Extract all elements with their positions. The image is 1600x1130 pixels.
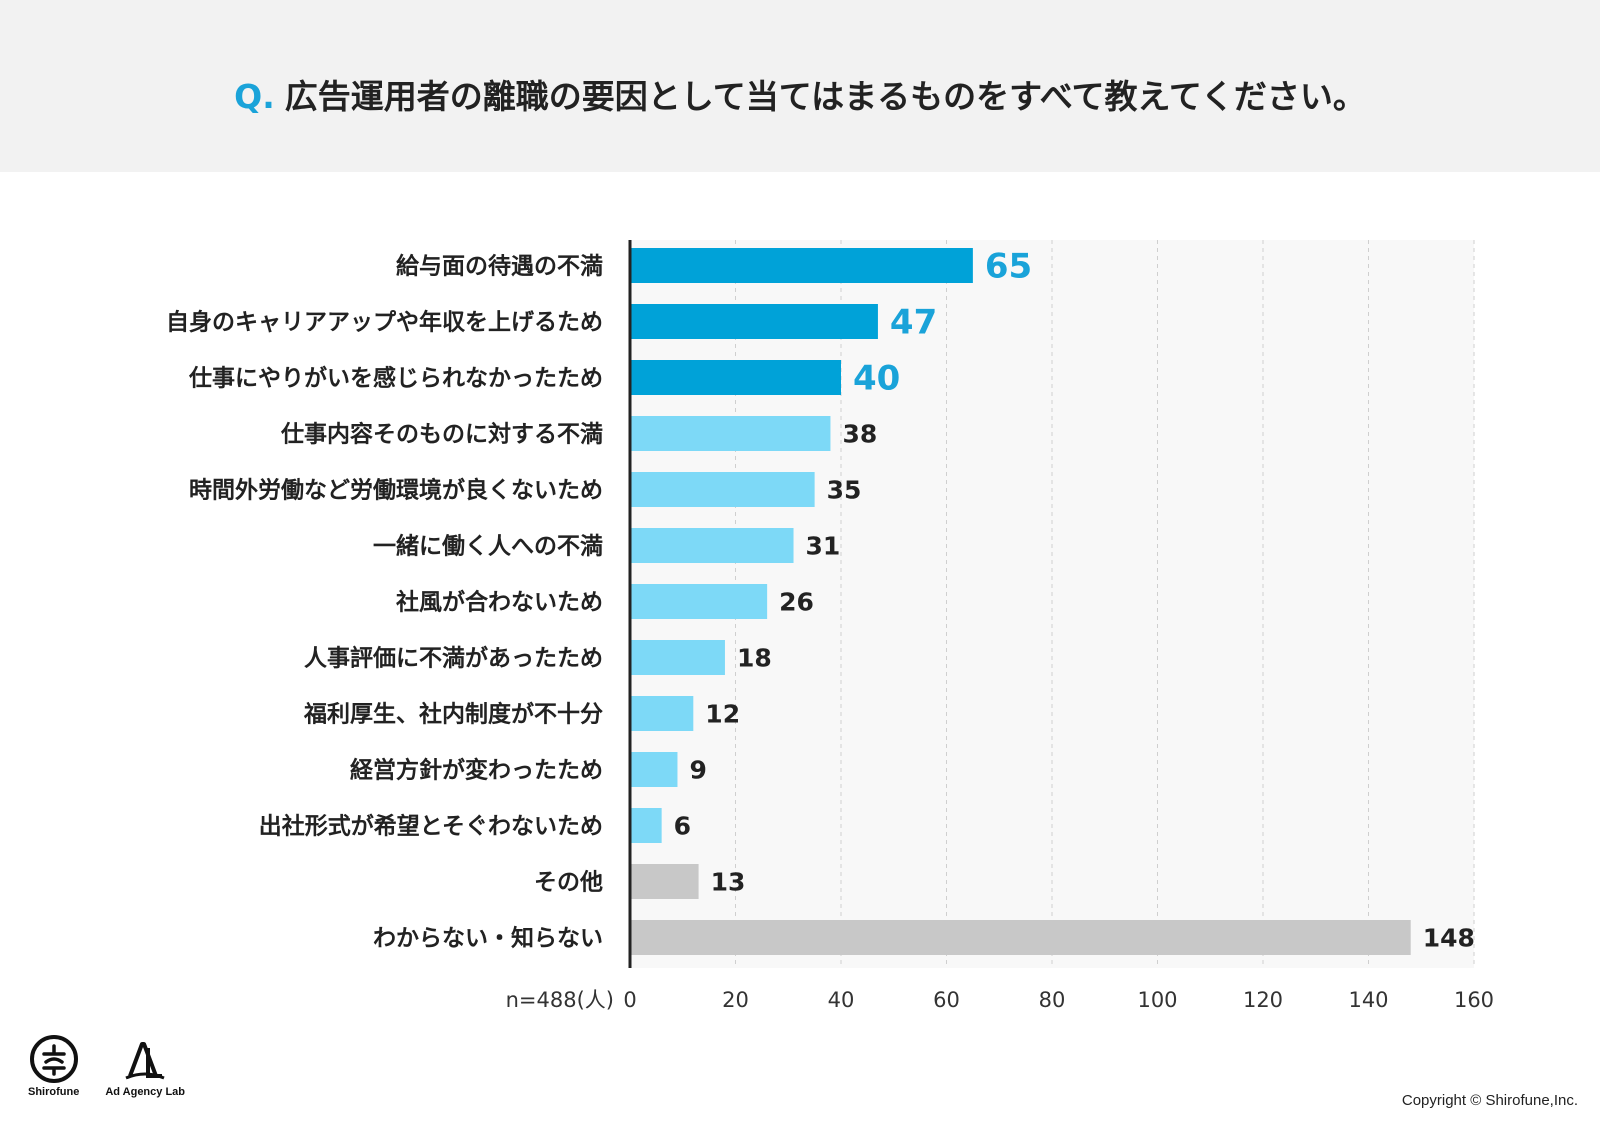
question-title: Q. 広告運用者の離職の要因として当てはまるものをすべて教えてください。: [0, 70, 1600, 118]
value-label: 35: [827, 476, 862, 505]
value-label: 31: [806, 532, 841, 561]
x-tick-label: 0: [623, 988, 636, 1012]
value-label: 38: [842, 420, 877, 449]
bar: [630, 920, 1411, 955]
bar: [630, 416, 831, 451]
value-label: 40: [853, 359, 900, 399]
bar: [630, 360, 841, 395]
copyright: Copyright © Shirofune,Inc.: [1401, 1092, 1578, 1109]
category-label: 社風が合わないため: [396, 589, 603, 616]
category-label: 仕事にやりがいを感じられなかったため: [188, 365, 603, 392]
question-text: 広告運用者の離職の要因として当てはまるものをすべて教えてください。: [284, 77, 1366, 116]
category-label: わからない・知らない: [373, 925, 603, 952]
header-banner: Q. 広告運用者の離職の要因として当てはまるものをすべて教えてください。: [0, 0, 1600, 172]
x-tick-label: 60: [933, 988, 960, 1012]
bar: [630, 808, 662, 843]
bar: [630, 584, 768, 619]
shirofune-mark-icon: [29, 1035, 78, 1083]
x-tick-label: 160: [1454, 988, 1494, 1012]
value-label: 6: [674, 812, 691, 841]
category-label: 一緒に働く人への不満: [373, 533, 603, 560]
value-label: 47: [890, 303, 937, 343]
question-mark: Q.: [234, 77, 275, 116]
ad-agency-lab-mark-icon: [125, 1042, 165, 1080]
ad-agency-lab-logo: Ad Agency Lab: [105, 1038, 185, 1098]
shirofune-logo: Shirofune: [28, 1034, 79, 1098]
category-label: 仕事内容そのものに対する不満: [280, 421, 603, 448]
bar: [630, 472, 815, 507]
bar: [630, 864, 699, 899]
bar: [630, 248, 973, 283]
category-label: 福利厚生、社内制度が不十分: [303, 701, 603, 728]
category-label: 自身のキャリアアップや年収を上げるため: [166, 309, 603, 336]
x-tick-label: 100: [1137, 988, 1177, 1012]
value-label: 13: [711, 868, 746, 897]
value-label: 9: [689, 756, 706, 785]
category-label: 時間外労働など労働環境が良くないため: [189, 477, 603, 504]
bar: [630, 696, 694, 731]
bar: [630, 640, 725, 675]
value-label: 12: [705, 700, 740, 729]
x-tick-label: 40: [828, 988, 855, 1012]
x-tick-label: 140: [1348, 988, 1388, 1012]
category-label: その他: [534, 870, 603, 896]
x-tick-label: 120: [1243, 988, 1283, 1012]
bar: [630, 528, 794, 563]
ad-agency-lab-caption: Ad Agency Lab: [105, 1086, 186, 1098]
bar: [630, 304, 878, 339]
category-label: 給与面の待遇の不満: [396, 253, 603, 280]
x-tick-label: 20: [722, 988, 749, 1012]
value-label: 65: [985, 247, 1032, 287]
value-label: 18: [737, 644, 772, 673]
category-label: 出社形式が希望とそぐわないため: [259, 813, 603, 840]
value-label: 148: [1423, 924, 1475, 953]
bar: [630, 752, 678, 787]
shirofune-caption: Shirofune: [28, 1086, 80, 1098]
x-tick-label: 80: [1039, 988, 1066, 1012]
value-label: 26: [779, 588, 814, 617]
category-label: 経営方針が変わったため: [350, 757, 603, 784]
category-label: 人事評価に不満があったため: [304, 645, 603, 672]
x-axis-label: n=488(人): [506, 988, 614, 1012]
logos: Shirofune Ad Agency Lab: [28, 1034, 185, 1098]
